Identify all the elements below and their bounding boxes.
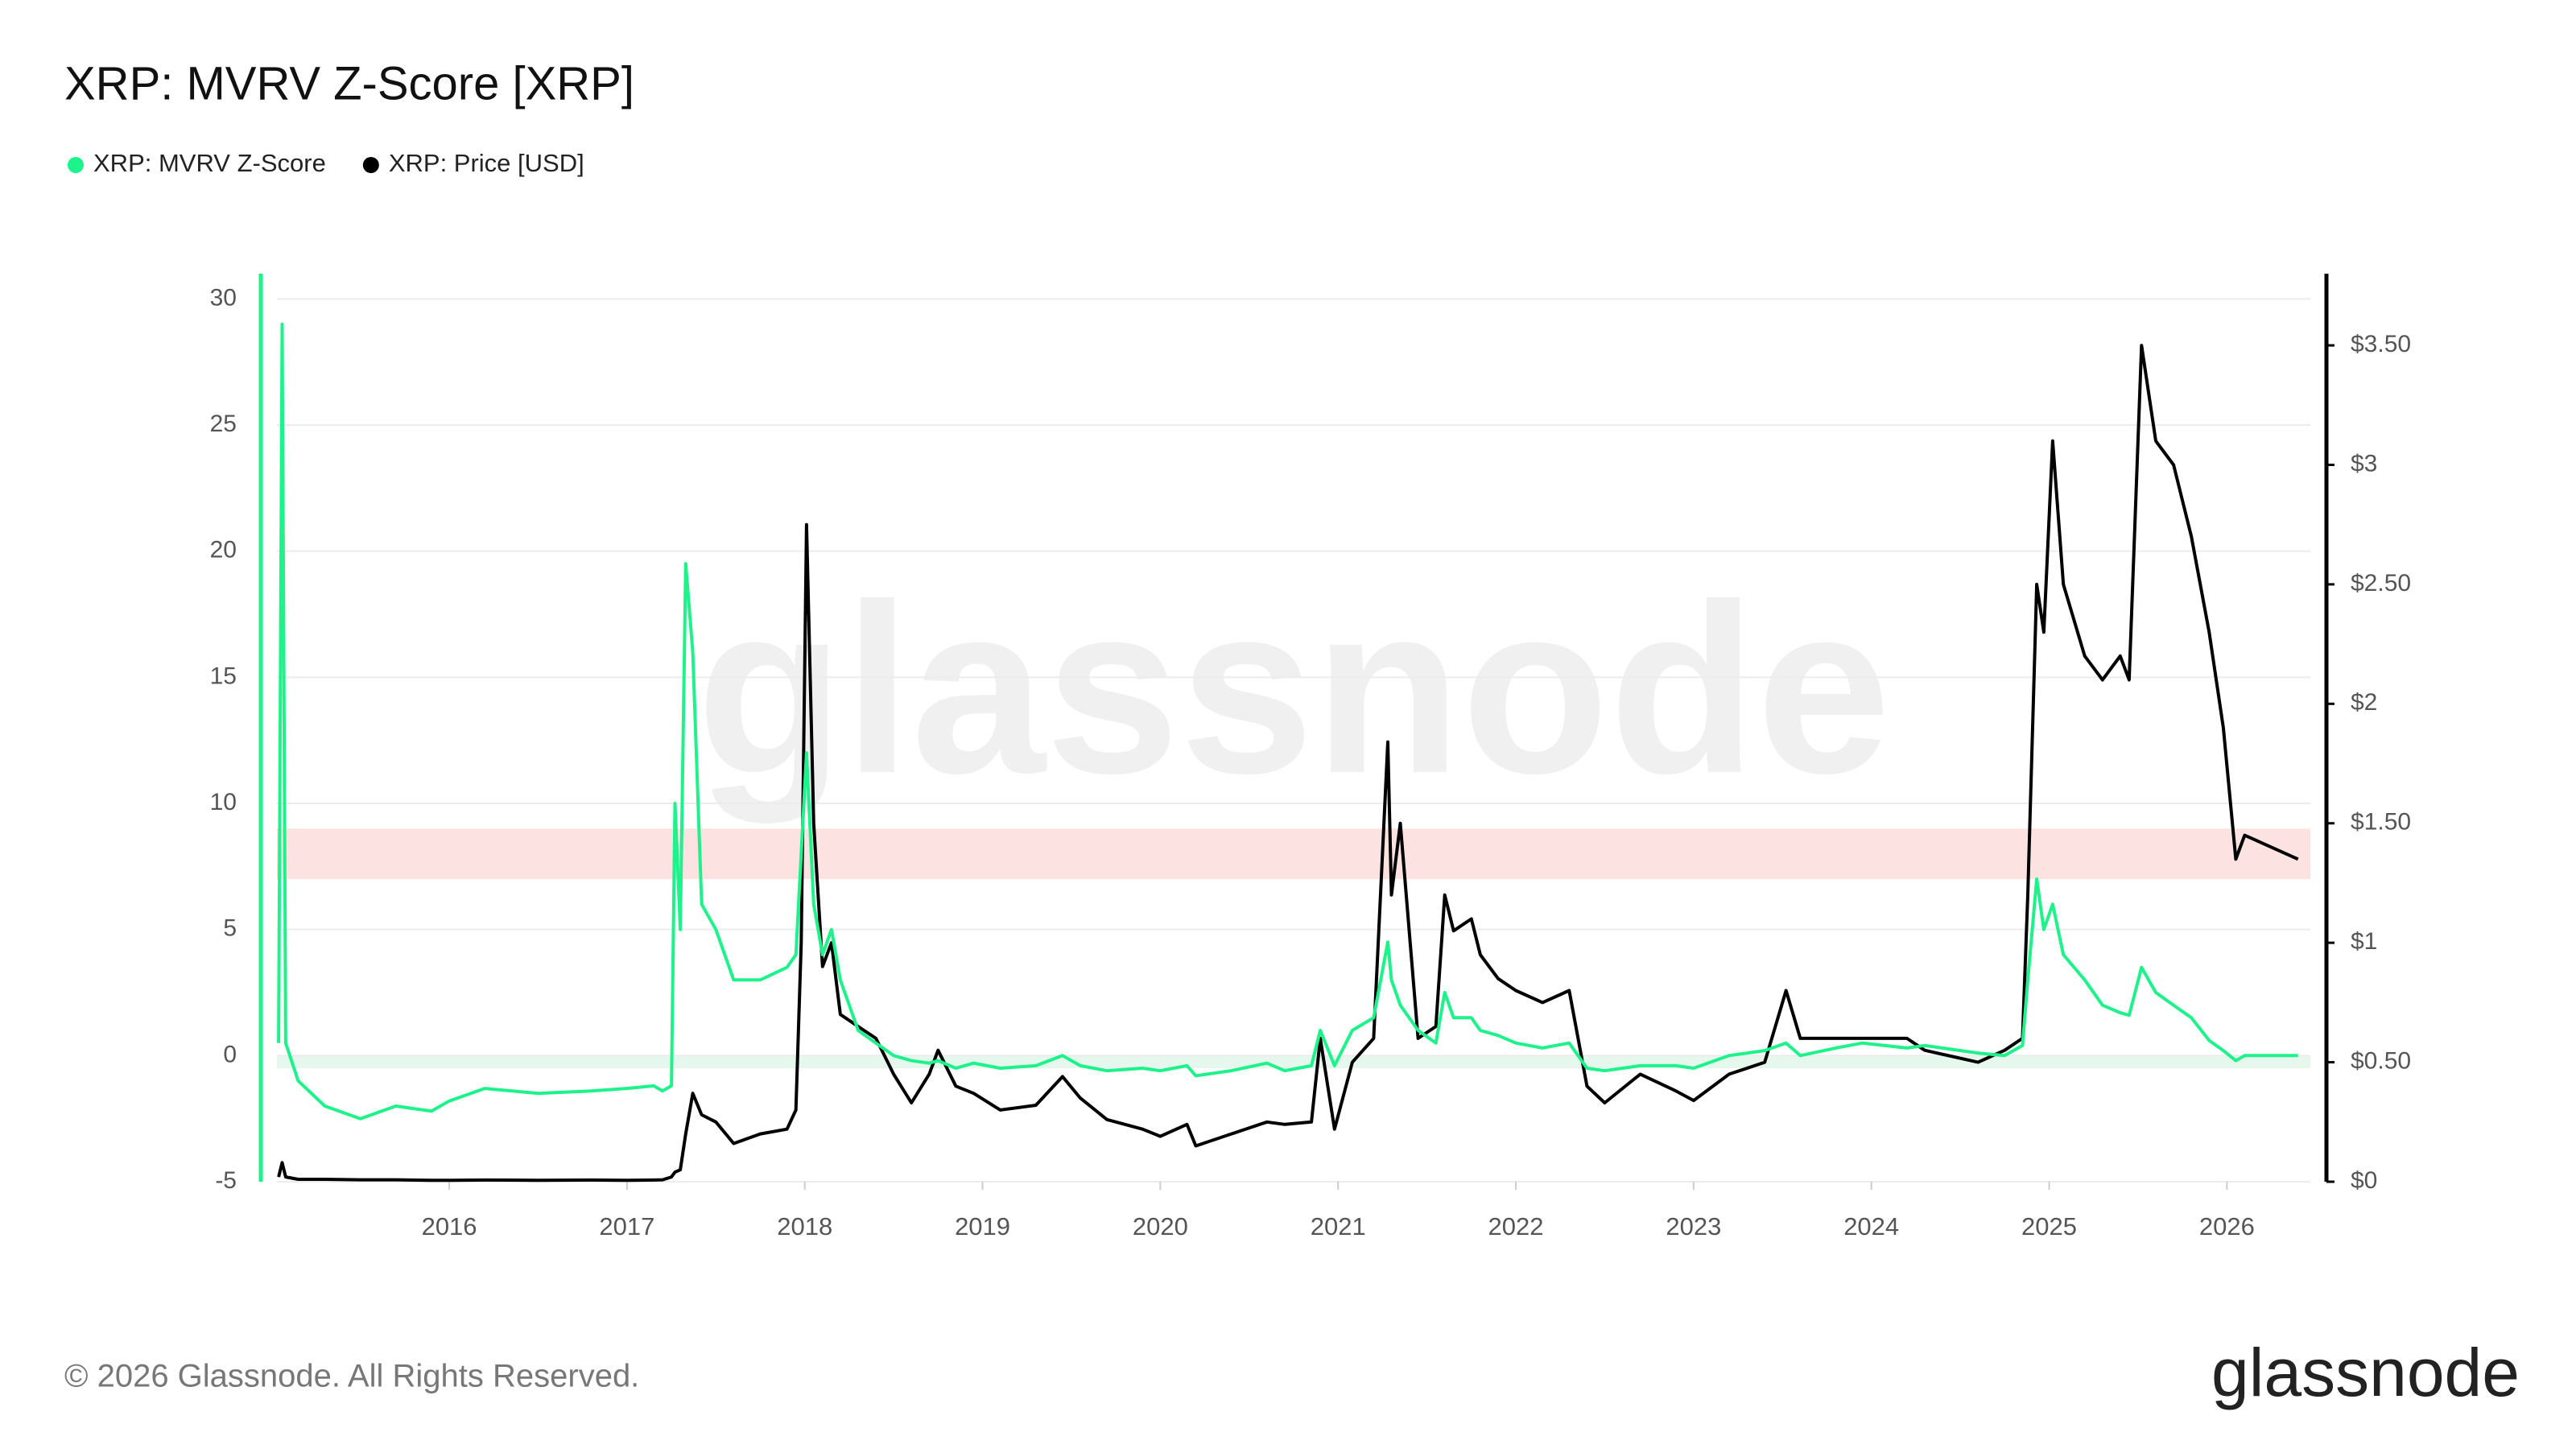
x-tick-label: 2020	[1133, 1212, 1188, 1240]
legend-marker	[362, 157, 379, 173]
y-tick-label: 0	[223, 1041, 237, 1067]
y-tick-label: -5	[215, 1167, 237, 1194]
legend-label: XRP: MVRV Z-Score	[93, 149, 326, 177]
y2-tick-label: $2.50	[2351, 570, 2411, 596]
chart-title: XRP: MVRV Z-Score [XRP]	[64, 57, 634, 109]
x-tick-label: 2016	[422, 1212, 477, 1240]
series-line	[277, 344, 2299, 1183]
y2-tick-label: $3	[2351, 450, 2377, 477]
x-tick-label: 2023	[1666, 1212, 1721, 1240]
y-tick-label: 20	[210, 537, 237, 563]
x-tick-label: 2026	[2199, 1212, 2255, 1240]
x-tick-label: 2025	[2021, 1212, 2077, 1240]
series-line	[277, 322, 2298, 1121]
x-tick-label: 2022	[1488, 1212, 1544, 1240]
y-tick-label: 30	[210, 284, 237, 311]
y2-tick-label: $3.50	[2351, 331, 2411, 357]
x-tick-label: 2018	[777, 1212, 832, 1240]
y-tick-label: 15	[210, 663, 237, 689]
logo: glassnode	[2211, 1335, 2520, 1410]
y2-tick-label: $0.50	[2351, 1048, 2411, 1075]
y-tick-label: 5	[223, 915, 237, 942]
y-tick-label: 25	[210, 411, 237, 437]
legend-label: XRP: Price [USD]	[389, 149, 584, 177]
x-tick-label: 2019	[955, 1212, 1010, 1240]
y2-tick-label: $1	[2351, 928, 2377, 955]
y2-tick-label: $0	[2351, 1167, 2377, 1194]
y2-tick-label: $2	[2351, 689, 2377, 716]
threshold-band	[277, 828, 2310, 879]
x-tick-label: 2017	[599, 1212, 654, 1240]
footer: © 2026 Glassnode. All Rights Reserved.	[64, 1359, 639, 1394]
watermark: glassnode	[696, 553, 1891, 825]
y2-tick-label: $1.50	[2351, 809, 2411, 836]
x-tick-label: 2024	[1843, 1212, 1899, 1240]
y-tick-label: 10	[210, 789, 237, 815]
legend-marker	[68, 157, 84, 173]
x-tick-label: 2021	[1311, 1212, 1366, 1240]
threshold-band	[277, 1055, 2310, 1068]
